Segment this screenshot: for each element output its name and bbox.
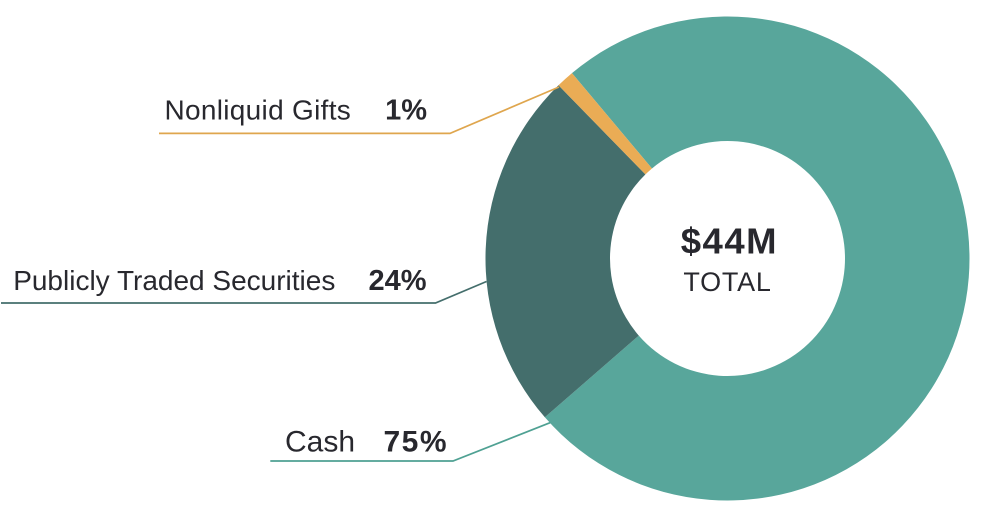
svg-text:TOTAL: TOTAL (683, 267, 771, 297)
svg-text:Publicly Traded Securities: Publicly Traded Securities (13, 265, 335, 296)
svg-text:Nonliquid Gifts: Nonliquid Gifts (165, 95, 352, 126)
svg-text:$44M: $44M (681, 221, 778, 262)
svg-text:75%: 75% (383, 426, 448, 459)
svg-text:24%: 24% (368, 265, 426, 297)
svg-text:1%: 1% (385, 95, 427, 127)
svg-text:Cash: Cash (285, 426, 355, 459)
